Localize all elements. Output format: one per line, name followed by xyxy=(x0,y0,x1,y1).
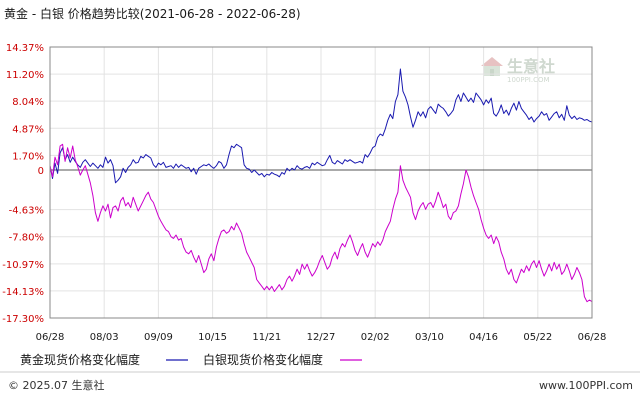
y-tick-label: 11.20% xyxy=(6,70,44,81)
chart-grid xyxy=(49,46,593,319)
y-tick-label: -7.80% xyxy=(9,233,44,244)
x-tick-label: 11/21 xyxy=(252,332,281,343)
y-tick-label: 4.87% xyxy=(12,124,44,135)
x-tick-label: 10/15 xyxy=(198,332,227,343)
y-tick-label: 0 xyxy=(38,166,44,177)
x-tick-label: 02/02 xyxy=(361,332,390,343)
watermark-text-cn: 生意社 xyxy=(507,57,555,76)
plot-frame xyxy=(49,46,593,319)
y-tick-label: -4.63% xyxy=(9,206,44,217)
legend-label-silver: 白银现货价格变化幅度 xyxy=(203,352,323,367)
series-line-silver xyxy=(49,143,593,303)
x-tick-label: 06/28 xyxy=(578,332,607,343)
series-layer xyxy=(49,68,593,303)
y-tick-label: -17.30% xyxy=(2,314,44,325)
x-tick-label: 12/27 xyxy=(307,332,336,343)
footer-website: www.100PPI.com xyxy=(539,379,633,392)
y-axis-ticks: 14.37% 11.20% 8.04% 4.87% 1.70% 0 -4.63% -7.80%… xyxy=(2,43,44,325)
y-tick-label: 14.37% xyxy=(6,43,44,54)
watermark-text-en: 100PPI.COM xyxy=(507,76,550,84)
chart-title: 黄金 - 白银 价格趋势比较(2021-06-28 - 2022-06-28) xyxy=(4,6,301,21)
watermark-logo: 生意社 100PPI.COM xyxy=(481,57,555,84)
legend: 黄金现货价格变化幅度 白银现货价格变化幅度 xyxy=(20,352,362,367)
series-line-gold xyxy=(49,68,593,184)
y-tick-label: 1.70% xyxy=(12,151,44,162)
x-tick-label: 04/16 xyxy=(469,332,498,343)
x-tick-label: 05/22 xyxy=(523,332,552,343)
legend-label-gold: 黄金现货价格变化幅度 xyxy=(20,352,140,367)
y-tick-label: 8.04% xyxy=(12,97,44,108)
footer-copyright: © 2025.07 生意社 xyxy=(8,378,104,392)
y-tick-label: -14.13% xyxy=(2,287,44,298)
x-tick-label: 08/03 xyxy=(90,332,119,343)
y-tick-label: -10.97% xyxy=(2,260,44,271)
x-tick-label: 09/09 xyxy=(144,332,173,343)
x-tick-label: 03/10 xyxy=(415,332,444,343)
house-icon xyxy=(481,57,503,76)
x-axis-ticks: 06/28 08/03 09/09 10/15 11/21 12/27 02/02 03/10… xyxy=(36,332,607,343)
x-tick-label: 06/28 xyxy=(36,332,65,343)
